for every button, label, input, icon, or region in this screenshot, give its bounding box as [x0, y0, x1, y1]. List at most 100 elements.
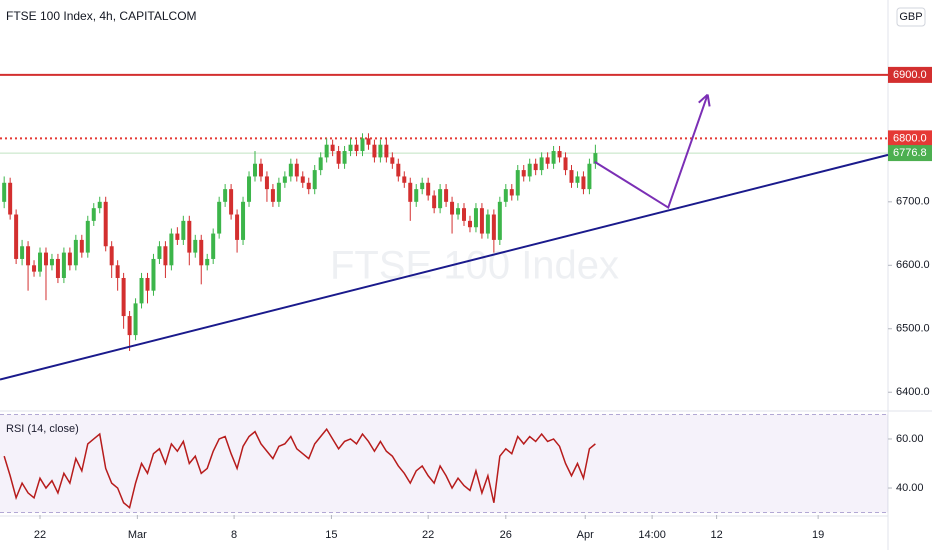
- candle-body: [55, 258, 60, 278]
- candle-body: [378, 144, 383, 158]
- candle-body: [491, 214, 496, 240]
- candle-body: [587, 163, 592, 190]
- projection: [594, 94, 709, 210]
- candle-body: [223, 189, 228, 202]
- candle-body: [432, 195, 437, 209]
- candle-body: [300, 176, 305, 183]
- candle-body: [73, 239, 78, 266]
- candle-body: [306, 182, 311, 190]
- candle-body: [175, 233, 180, 240]
- candle-body: [581, 176, 586, 190]
- rsi-line: [3, 427, 596, 509]
- candle-body: [91, 208, 96, 221]
- trendline: [0, 153, 889, 381]
- candle-body: [199, 239, 204, 266]
- x-tick-label: 19: [812, 529, 824, 541]
- candle-body: [193, 239, 198, 253]
- candle-body: [20, 246, 25, 259]
- currency: GBP: [899, 11, 922, 23]
- candle-body: [462, 208, 467, 221]
- x-tick-label: 15: [325, 529, 337, 541]
- candle-body: [8, 182, 13, 215]
- level-label: 6800.0: [893, 132, 927, 144]
- candle-body: [264, 176, 269, 190]
- candle-body: [479, 208, 484, 234]
- candle-body: [569, 170, 574, 183]
- candle-body: [563, 157, 568, 171]
- candle-body: [467, 220, 472, 228]
- candle-body: [181, 220, 186, 240]
- rsi-tick-label: 40.00: [896, 482, 924, 494]
- candle-body: [396, 163, 401, 177]
- candle-body: [390, 157, 395, 164]
- candle-body: [14, 214, 19, 259]
- level-label-box: [888, 130, 932, 147]
- candle-body: [551, 151, 556, 164]
- candle-body: [103, 201, 108, 247]
- candle-body: [49, 258, 54, 266]
- candle-body: [312, 170, 317, 190]
- x-tick-label: 14:00: [638, 529, 666, 541]
- candle-body: [79, 239, 84, 253]
- x-tick-label: 8: [231, 529, 237, 541]
- candle-body: [444, 189, 449, 202]
- candle-body: [32, 265, 37, 272]
- candle-body: [408, 182, 413, 202]
- candle-body: [139, 277, 144, 304]
- x-tick-label: 22: [422, 529, 434, 541]
- y-tick-label: 6600.0: [896, 259, 930, 271]
- rsi-label: RSI (14, close): [6, 423, 79, 435]
- candle-body: [211, 233, 216, 259]
- candle-body: [288, 163, 293, 177]
- candle-body: [384, 144, 389, 158]
- candle-body: [366, 138, 371, 145]
- candle-body: [169, 233, 174, 266]
- candle-body: [527, 163, 532, 177]
- x-tick-label: 12: [710, 529, 722, 541]
- candle-body: [497, 201, 502, 240]
- candle-body: [205, 258, 210, 266]
- candle-body: [294, 163, 299, 177]
- level-label: 6776.8: [893, 147, 927, 159]
- candle-body: [557, 151, 562, 158]
- rsi-band: [0, 414, 888, 513]
- watermark: FTSE 100 Index: [330, 244, 619, 288]
- candle-body: [402, 176, 407, 183]
- candle-body: [360, 138, 365, 152]
- candle-body: [318, 157, 323, 171]
- candle-body: [473, 208, 478, 228]
- candle-body: [354, 144, 359, 152]
- currency-box: [896, 7, 926, 27]
- candle-body: [426, 182, 431, 196]
- candle-body: [515, 170, 520, 196]
- x-tick-label: 22: [34, 529, 46, 541]
- candle-body: [85, 220, 90, 253]
- candle-body: [414, 189, 419, 202]
- candle-body: [157, 246, 162, 259]
- candle-body: [593, 153, 598, 164]
- candle-body: [133, 303, 138, 336]
- candle-body: [330, 144, 335, 152]
- candle-body: [372, 144, 377, 158]
- candle-body: [539, 157, 544, 171]
- candle-body: [241, 201, 246, 240]
- candle-body: [187, 220, 192, 253]
- candle-body: [533, 163, 538, 171]
- candle-body: [420, 182, 425, 190]
- arrow-head: [706, 94, 711, 107]
- candle-body: [217, 201, 222, 234]
- y-tick-label: 6700.0: [896, 196, 930, 208]
- candle-body: [26, 246, 31, 266]
- level-label: 6900.0: [893, 69, 927, 81]
- candle-body: [258, 163, 263, 177]
- candle-body: [38, 252, 43, 272]
- level-label-box: [888, 145, 932, 162]
- arrow-head: [698, 93, 709, 104]
- candle-body: [450, 201, 455, 215]
- candle-body: [324, 144, 329, 158]
- candle-body: [115, 265, 120, 278]
- candle-body: [61, 252, 66, 278]
- candle-body: [2, 182, 7, 202]
